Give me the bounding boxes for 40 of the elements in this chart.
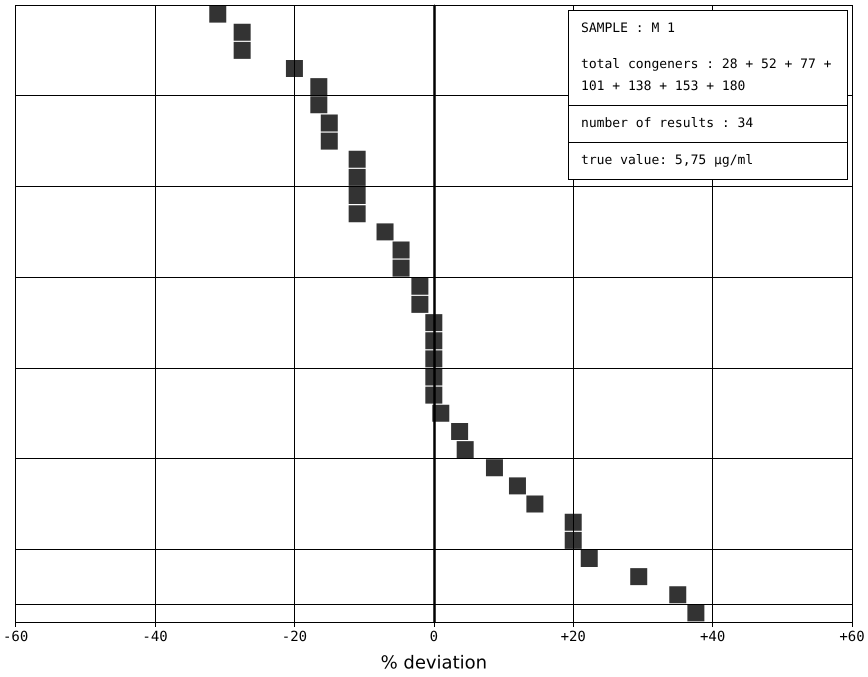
point (411, 296, 428, 313)
x-tick-label: +40 (700, 629, 726, 645)
point (348, 205, 366, 222)
x-axis-title: % deviation (380, 652, 488, 674)
point (348, 150, 366, 168)
x-tick-label: +20 (560, 629, 586, 645)
x-tick-label: 0 (430, 629, 438, 645)
point (508, 477, 526, 494)
x-tick-label: +60 (839, 629, 865, 645)
point (348, 187, 366, 204)
point (564, 514, 582, 531)
point (310, 96, 328, 114)
point (669, 586, 686, 604)
annotation: SAMPLE : M 1 (580, 20, 676, 38)
point (392, 260, 410, 277)
point (376, 223, 394, 240)
point (687, 604, 704, 622)
point (456, 441, 474, 458)
annotation: total congeners : 28 + 52 + 77 + 101 + 138 + 153 + 180 (580, 56, 832, 96)
point (234, 42, 251, 59)
x-tick-label: -20 (282, 629, 308, 645)
point (348, 168, 366, 186)
point (486, 459, 503, 476)
point (320, 114, 338, 132)
point (320, 132, 338, 150)
annotation: number of results : 34 (569, 105, 847, 142)
point (392, 241, 410, 258)
point (411, 278, 428, 295)
annotation: true value: 5,75 µg/ml (569, 142, 847, 179)
point (310, 78, 328, 96)
point (630, 568, 648, 586)
point (564, 532, 582, 549)
point (580, 550, 598, 567)
point (209, 6, 226, 23)
x-tick-label: -60 (2, 629, 28, 645)
point (451, 422, 468, 440)
point (234, 24, 251, 41)
point (526, 496, 544, 513)
x-tick-label: -40 (142, 629, 168, 645)
point (286, 60, 303, 78)
